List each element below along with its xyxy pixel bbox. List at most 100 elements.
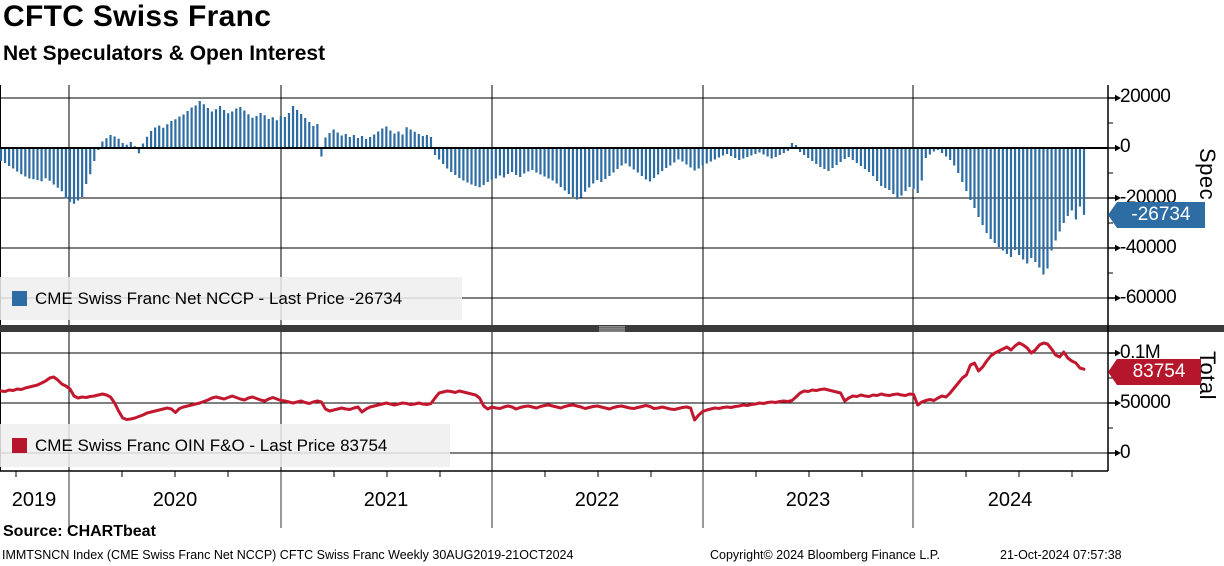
spec-bar (89, 148, 92, 175)
spec-bar (162, 127, 165, 148)
total-legend-swatch-icon (12, 438, 27, 453)
spec-bar (510, 148, 514, 172)
spec-bar (677, 148, 680, 160)
spec-bar (206, 108, 209, 148)
spec-bar (693, 148, 696, 171)
spec-bar (194, 105, 197, 148)
spec-bar (243, 110, 246, 148)
spec-bar (421, 136, 424, 148)
spec-bar (502, 148, 506, 178)
spec-axis-title: Spec (1195, 148, 1220, 201)
spec-bar (961, 148, 964, 182)
spec-bar (644, 148, 648, 180)
spec-bar (186, 111, 189, 148)
spec-bar (125, 144, 128, 148)
spec-bar (863, 148, 867, 169)
spec-bar (40, 148, 43, 182)
spec-bar (356, 138, 360, 148)
spec-bar (32, 148, 35, 180)
spec-bar (239, 107, 242, 148)
spec-bar (1082, 148, 1086, 215)
spec-bar (101, 141, 104, 148)
spec-bar (539, 148, 542, 175)
spec-bar (28, 148, 31, 179)
footer-index-info: IMMTSNCN Index (CME Swiss Franc Net NCCP… (2, 548, 574, 562)
spec-bar (458, 148, 461, 178)
spec-bar (685, 148, 688, 165)
axis-tick-arrow-icon (1115, 349, 1121, 357)
spec-bar (393, 133, 396, 148)
spec-bar (36, 148, 39, 180)
spec-bar (535, 148, 538, 173)
spec-bar (831, 148, 834, 168)
spec-bar (304, 118, 307, 148)
spec-bar (312, 126, 315, 148)
spec-bar (632, 148, 635, 170)
spec-bar (940, 148, 944, 153)
spec-bar (965, 148, 968, 191)
spec-bar (486, 148, 489, 182)
spec-bar (628, 148, 631, 167)
spec-bar (109, 135, 112, 148)
spec-bar (454, 148, 457, 175)
spec-bar (158, 125, 161, 148)
spec-bar (417, 134, 420, 148)
spec-bar (689, 148, 692, 168)
spec-bar (182, 114, 185, 148)
spec-bar (839, 148, 842, 162)
spec-bar (506, 148, 510, 174)
axis-tick-arrow-icon (1115, 294, 1121, 302)
spec-bar (93, 148, 96, 161)
spec-bar (957, 148, 960, 173)
spec-bar (425, 135, 428, 148)
spec-bar (3, 148, 7, 163)
spec-bar (263, 115, 266, 148)
spec-bar (819, 148, 822, 167)
separator-grip-handle[interactable] (599, 326, 625, 328)
spec-bar (1001, 148, 1004, 251)
spec-bar (218, 106, 222, 148)
spec-bar (401, 134, 404, 148)
spec-bar (657, 148, 660, 175)
spec-bar (515, 148, 518, 175)
spec-bar (579, 148, 583, 198)
spec-bar (12, 148, 15, 169)
spec-bar (145, 136, 149, 148)
spec-bar (730, 148, 733, 156)
spec-legend: CME Swiss Franc Net NCCP - Last Price -2… (0, 277, 462, 320)
spec-bar (928, 148, 931, 155)
spec-bar (231, 111, 234, 148)
spec-bar (794, 145, 798, 148)
footer-datetime: 21-Oct-2024 07:57:38 (1000, 548, 1122, 562)
spec-bar (348, 137, 351, 148)
spec-bar (681, 148, 684, 162)
spec-bar (859, 148, 863, 166)
spec-bar (944, 148, 948, 157)
spec-bar (1074, 148, 1077, 220)
separator-grip-handle[interactable] (599, 328, 625, 330)
spec-bar (279, 116, 282, 148)
spec-bar (429, 137, 433, 148)
spec-bar (912, 148, 915, 189)
separator-grip-handle[interactable] (599, 330, 625, 332)
spec-axis-tick: 0 (1120, 136, 1131, 157)
spec-bar (823, 148, 826, 169)
spec-bar (498, 148, 502, 176)
spec-bar (993, 148, 996, 243)
spec-bar (85, 148, 88, 184)
page-subtitle: Net Speculators & Open Interest (3, 42, 326, 65)
spec-axis-tick: -60000 (1120, 287, 1177, 308)
x-axis-year-label: 2023 (785, 489, 831, 511)
spec-bar (880, 148, 883, 186)
spec-bar (60, 148, 63, 192)
spec-bar (989, 148, 992, 239)
spec-bar (640, 148, 643, 176)
spec-bar (1030, 148, 1033, 258)
spec-bar (113, 136, 116, 148)
spec-bar (969, 148, 972, 200)
spec-bar (1058, 148, 1061, 232)
spec-bar (1034, 148, 1037, 262)
spec-bar (717, 148, 721, 158)
spec-bar (713, 148, 716, 160)
